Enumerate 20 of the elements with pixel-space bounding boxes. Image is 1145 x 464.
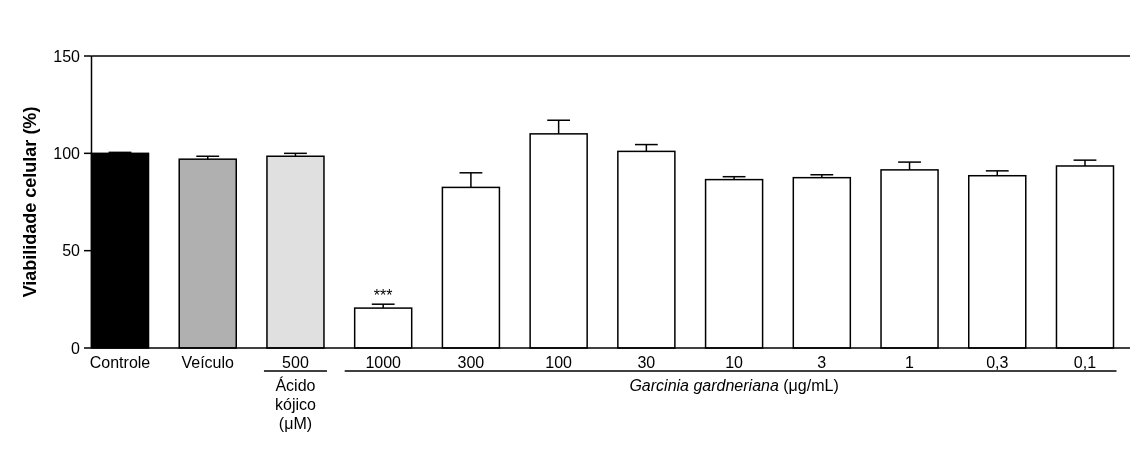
y-tick-label: 100 <box>53 144 81 162</box>
x-tick-label: 0,3 <box>986 354 1009 371</box>
y-tick-label: 150 <box>53 47 81 65</box>
x-tick-label: Controle <box>89 354 151 371</box>
y-axis-title: Viabilidade celular (%) <box>20 106 40 298</box>
x-tick-label: 1000 <box>365 354 402 371</box>
y-tick-label: 0 <box>71 339 81 357</box>
x-tick-label: 1 <box>905 354 915 371</box>
x-tick-label: Veículo <box>181 354 235 371</box>
x-tick-label: 0,1 <box>1073 354 1097 371</box>
x-tick-label: 30 <box>637 354 656 371</box>
text: Ácido kójico (μM) <box>275 376 317 432</box>
x-tick-label: 300 <box>457 354 485 371</box>
x-tick-label: 100 <box>545 354 573 371</box>
x-tick-label: 500 <box>282 354 309 371</box>
annotation: *** <box>373 287 393 305</box>
x-tick-label: 3 <box>817 354 827 371</box>
x-tick-label: 10 <box>725 354 744 371</box>
y-tick-label: 50 <box>62 242 81 260</box>
text: Garcinia gardneriana (μg/mL) <box>629 377 839 394</box>
